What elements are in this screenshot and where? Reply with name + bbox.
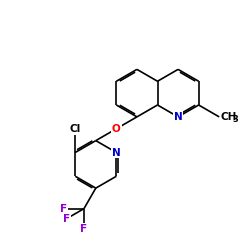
Text: 3: 3: [233, 116, 239, 124]
Text: F: F: [63, 214, 70, 224]
Text: Cl: Cl: [70, 124, 81, 134]
Text: O: O: [112, 124, 121, 134]
Text: N: N: [174, 112, 182, 122]
Text: F: F: [60, 204, 67, 214]
Text: F: F: [80, 224, 88, 234]
Text: N: N: [112, 148, 121, 158]
Text: CH: CH: [220, 112, 237, 122]
